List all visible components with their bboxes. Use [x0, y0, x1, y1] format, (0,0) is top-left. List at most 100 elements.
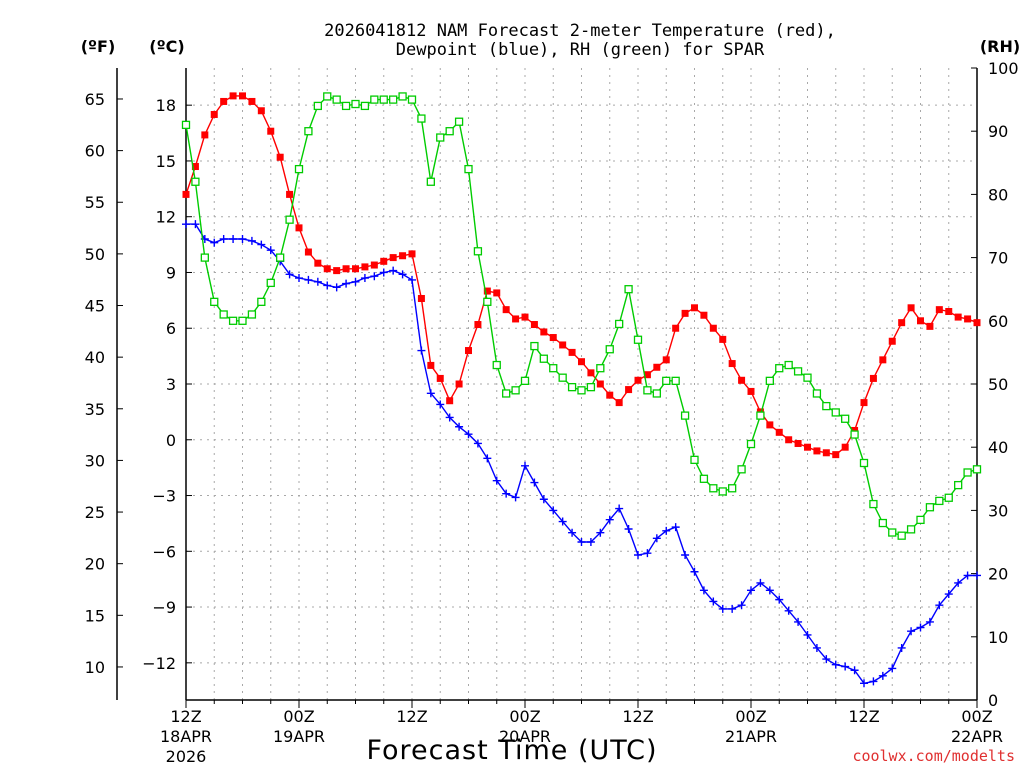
rh-tick-label: 0 — [988, 691, 998, 710]
fahrenheit-tick-label: 10 — [85, 658, 105, 677]
fahrenheit-tick-label: 15 — [85, 606, 105, 625]
temperature-point — [182, 190, 190, 198]
temperature-point — [530, 321, 538, 329]
rh-point — [586, 383, 596, 392]
temperature-point — [813, 447, 821, 455]
rh-tick-label: 30 — [988, 501, 1008, 520]
rh-point — [341, 101, 351, 111]
dewpoint-point — [709, 597, 718, 606]
dewpoint-point — [558, 517, 567, 526]
rh-point — [276, 253, 285, 262]
rh-point — [944, 493, 953, 502]
rh-point — [662, 376, 671, 385]
rh-point — [436, 133, 445, 142]
axes: −12 −9 −6 −3 0 3 6 9 12 15 18 10 15 20 25 30 35 40 45 50 55 6… — [85, 59, 1019, 766]
temperature-point — [323, 265, 331, 273]
rh-point — [445, 127, 454, 136]
dewpoint-point — [502, 489, 511, 498]
temperature-point — [201, 131, 209, 139]
rh-point — [859, 458, 869, 468]
dewpoint-point — [295, 274, 303, 283]
temperature-point — [700, 311, 708, 319]
rh-point — [332, 95, 341, 104]
dewpoint-point — [944, 590, 953, 599]
dewpoint-point — [907, 627, 916, 636]
rh-point — [417, 114, 426, 123]
rh-point — [728, 484, 737, 493]
temperature-point — [917, 317, 924, 325]
rh-point — [304, 127, 313, 136]
temperature-point — [804, 443, 811, 451]
dewpoint-point — [841, 662, 850, 671]
rh-point — [351, 99, 360, 109]
dewpoint-point — [426, 389, 435, 398]
rh-point — [257, 297, 266, 306]
dewpoint-point — [530, 478, 539, 487]
temperature-point — [267, 127, 275, 135]
temperature-point — [399, 252, 407, 260]
temperature-point — [606, 391, 614, 399]
temperature-point — [709, 324, 717, 332]
dewpoint-point — [464, 430, 473, 439]
fahrenheit-tick-label: 35 — [85, 400, 105, 419]
temperature-point — [370, 261, 378, 269]
rh-point — [756, 411, 765, 420]
rh-point — [285, 215, 294, 224]
temperature-point — [483, 287, 491, 295]
temperature-point — [954, 313, 962, 321]
x-tick-label: 00Z — [509, 707, 540, 726]
temperature-point — [257, 107, 265, 115]
rh-point — [793, 367, 803, 376]
rh-point — [266, 278, 275, 288]
rh-point — [492, 360, 501, 370]
dewpoint-point — [878, 671, 887, 680]
rh-point — [680, 411, 690, 420]
dewpoint-point — [389, 266, 398, 275]
rh-point — [765, 376, 774, 385]
celsius-tick-label: −3 — [152, 487, 176, 506]
fahrenheit-tick-label: 25 — [85, 503, 105, 522]
x-tick-label: 00Z — [283, 707, 314, 726]
rh-point — [812, 389, 822, 398]
temperature-point — [286, 190, 294, 198]
temperature-point — [380, 257, 388, 265]
dewpoint-point — [973, 571, 981, 580]
temperature-point — [869, 374, 877, 382]
dewpoint-point — [455, 422, 464, 431]
temperature-point — [926, 322, 934, 330]
dewpoint-point — [916, 623, 925, 632]
rh-point — [897, 531, 906, 540]
x-tick-label: 12Z — [170, 707, 201, 726]
temperature-point — [615, 399, 623, 407]
temperature-point — [474, 321, 482, 329]
temperature-point — [220, 97, 228, 105]
dewpoint-point — [728, 604, 737, 613]
dewpoint-point — [794, 617, 803, 626]
credit-text: coolwx.com/modelts — [852, 747, 1015, 765]
temperature-point — [672, 324, 680, 332]
dewpoint-point — [379, 268, 388, 277]
x-tick-date-label: 19APR — [273, 727, 325, 746]
x-tick-label: 12Z — [622, 707, 653, 726]
temperature-point — [417, 294, 425, 302]
dewpoint-point — [784, 606, 793, 615]
temperature-point — [295, 224, 303, 232]
temperature-point — [964, 315, 972, 323]
rh-point — [426, 177, 435, 186]
dewpoint-point — [831, 660, 840, 669]
celsius-unit-label: (ºC) — [149, 37, 184, 56]
celsius-tick-label: −6 — [152, 542, 176, 561]
rh-point — [615, 319, 624, 329]
rh-point — [558, 373, 567, 382]
dewpoint-point — [624, 524, 633, 533]
rh-point — [671, 376, 680, 385]
temperature-point — [822, 449, 830, 457]
dewpoint-point — [935, 601, 944, 610]
chart-title-line2: Dewpoint (blue), RH (green) for SPAR — [396, 40, 765, 60]
temperature-point — [643, 371, 651, 379]
x-tick-date-label: 20APR — [499, 727, 551, 746]
rh-point — [850, 430, 859, 439]
rh-point — [888, 528, 897, 537]
temperature-point — [587, 369, 595, 377]
